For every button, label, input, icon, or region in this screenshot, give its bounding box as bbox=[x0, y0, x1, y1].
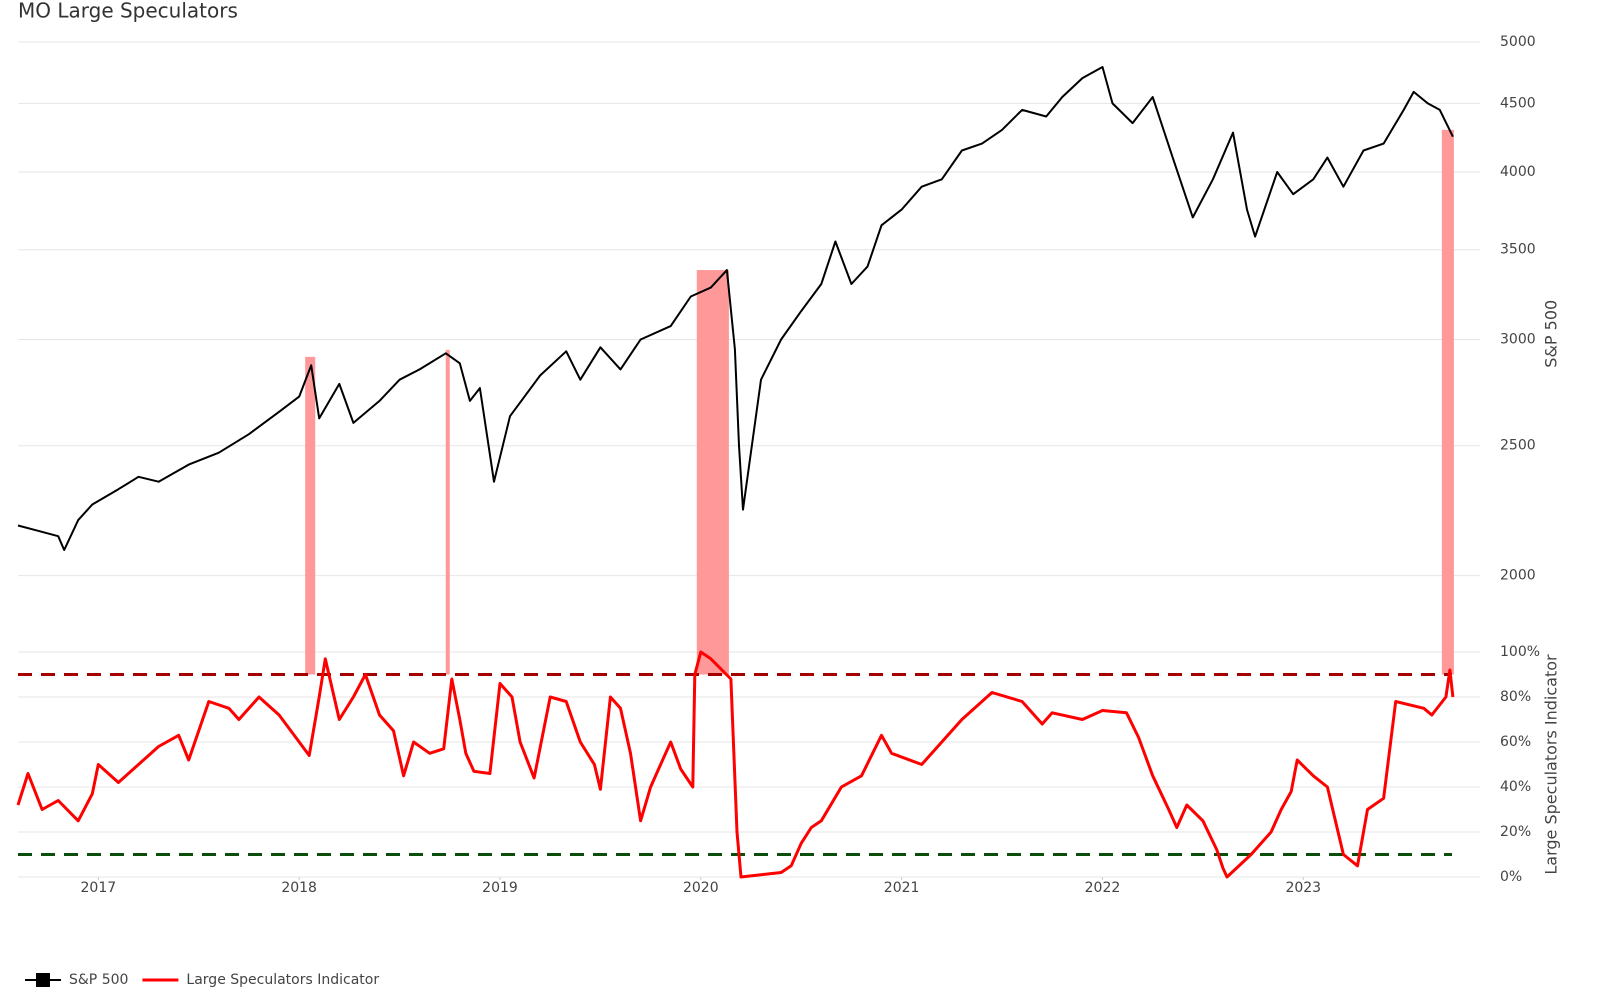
highlight-band bbox=[696, 270, 729, 675]
legend-label: Large Speculators Indicator bbox=[186, 972, 379, 988]
highlight-band bbox=[305, 356, 316, 675]
y-tick-label: 0% bbox=[1500, 869, 1522, 885]
line-layer bbox=[16, 66, 1455, 879]
x-tick-label: 2023 bbox=[1285, 880, 1321, 896]
y-tick-label: 3500 bbox=[1500, 242, 1536, 258]
y-tick-label: 20% bbox=[1500, 824, 1531, 840]
x-tick-label: 2020 bbox=[683, 880, 719, 896]
x-tick-label: 2022 bbox=[1085, 880, 1121, 896]
y-axis-title: Large Speculators Indicator bbox=[1542, 654, 1561, 875]
highlight-band bbox=[1441, 129, 1454, 675]
y-tick-label: 2500 bbox=[1500, 438, 1536, 454]
y-tick-label: 2000 bbox=[1500, 568, 1536, 584]
y-axis-title: S&P 500 bbox=[1542, 300, 1561, 368]
y-tick-label: 40% bbox=[1500, 779, 1531, 795]
chart-title: MO Large Speculators bbox=[18, 0, 238, 23]
legend-swatch-box bbox=[36, 973, 50, 987]
y-tick-label: 100% bbox=[1500, 644, 1540, 660]
y-tick-label: 4000 bbox=[1500, 164, 1536, 180]
x-tick-label: 2021 bbox=[884, 880, 920, 896]
highlight-layer bbox=[305, 129, 1454, 675]
series-line bbox=[17, 66, 1454, 551]
x-tick-label: 2017 bbox=[81, 880, 117, 896]
y-tick-label: 5000 bbox=[1500, 34, 1536, 50]
y-tick-label: 4500 bbox=[1500, 95, 1536, 111]
series-line bbox=[16, 650, 1455, 879]
y-tick-label: 3000 bbox=[1500, 332, 1536, 348]
legend-label: S&P 500 bbox=[69, 972, 128, 988]
y-tick-label: 60% bbox=[1500, 734, 1531, 750]
x-tick-label: 2018 bbox=[281, 880, 317, 896]
y-tick-label: 80% bbox=[1500, 689, 1531, 705]
grid-layer bbox=[18, 41, 1480, 878]
highlight-band bbox=[445, 349, 450, 675]
x-tick-label: 2019 bbox=[482, 880, 518, 896]
